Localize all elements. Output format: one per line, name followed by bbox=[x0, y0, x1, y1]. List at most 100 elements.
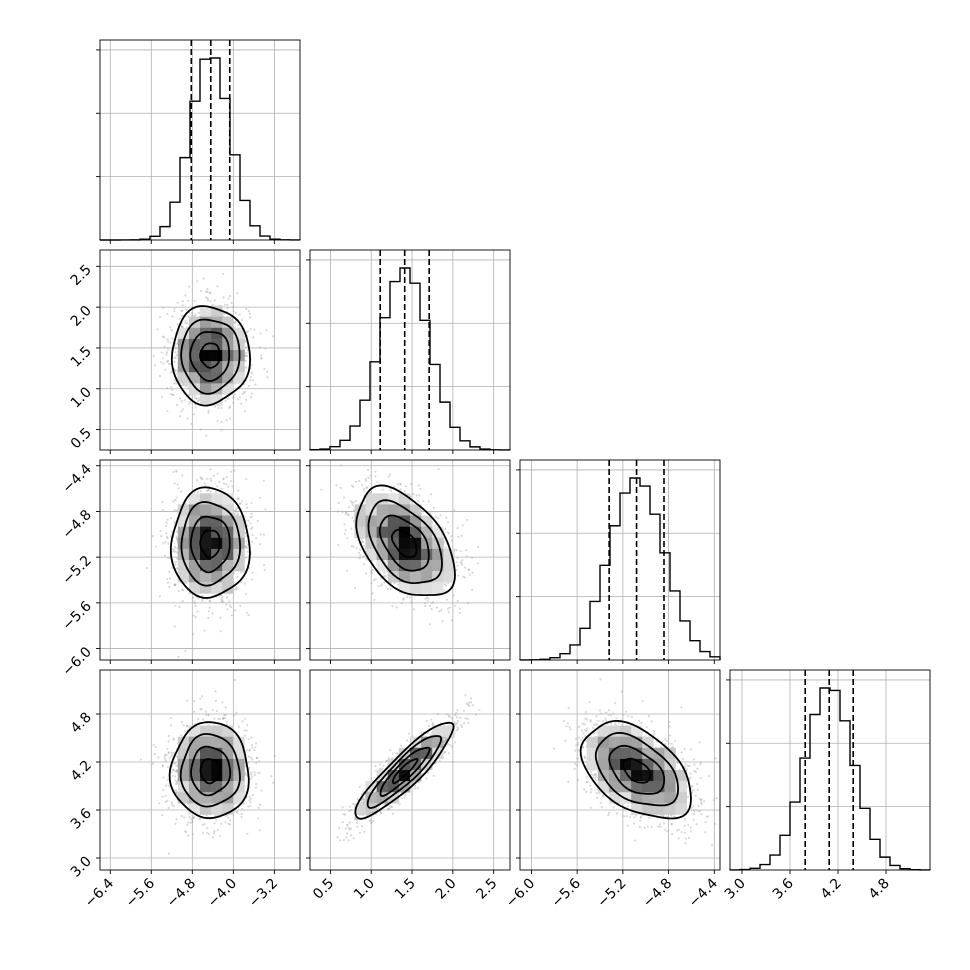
density-cell bbox=[398, 548, 411, 561]
scatter-point bbox=[249, 378, 252, 382]
scatter-point bbox=[209, 300, 212, 303]
scatter-point bbox=[222, 296, 225, 299]
scatter-point bbox=[456, 599, 459, 603]
density-cell bbox=[188, 338, 201, 351]
scatter-point bbox=[361, 540, 364, 543]
scatter-point bbox=[230, 605, 233, 609]
density-cell bbox=[200, 350, 212, 362]
scatter-point bbox=[340, 464, 343, 467]
scatter-point bbox=[241, 392, 244, 396]
scatter-point bbox=[214, 491, 217, 494]
scatter-point bbox=[198, 399, 201, 402]
density-cell bbox=[365, 493, 377, 505]
scatter-point bbox=[397, 583, 400, 586]
scatter-point bbox=[249, 327, 252, 330]
scatter-point bbox=[158, 374, 162, 378]
scatter-point bbox=[457, 574, 460, 577]
scatter-point bbox=[250, 527, 253, 530]
scatter-point bbox=[184, 294, 187, 297]
scatter-point bbox=[339, 486, 342, 489]
scatter-point bbox=[227, 485, 230, 488]
scatter-point bbox=[174, 382, 177, 385]
scatter-point bbox=[387, 475, 390, 478]
scatter-point bbox=[174, 369, 177, 372]
scatter-point bbox=[174, 351, 177, 354]
scatter-point bbox=[160, 395, 164, 399]
density-cell bbox=[222, 383, 234, 395]
scatter-point bbox=[171, 393, 174, 396]
scatter-point bbox=[230, 302, 233, 305]
scatter-point bbox=[175, 536, 178, 539]
scatter-point bbox=[172, 393, 175, 396]
scatter-point bbox=[246, 349, 249, 352]
scatter-point bbox=[176, 483, 179, 486]
scatter-point bbox=[188, 285, 191, 288]
scatter-point bbox=[192, 413, 195, 416]
scatter-point bbox=[247, 614, 250, 617]
scatter-point bbox=[174, 604, 177, 607]
panel-2-0 bbox=[96, 459, 301, 664]
y-tick-label: 4.2 bbox=[68, 758, 95, 785]
scatter-point bbox=[171, 388, 174, 391]
scatter-point bbox=[165, 351, 168, 354]
x-tick-label: 2.0 bbox=[433, 876, 460, 903]
scatter-point bbox=[337, 544, 340, 547]
scatter-point bbox=[161, 357, 165, 360]
scatter-point bbox=[199, 817, 202, 821]
density-cell bbox=[211, 383, 223, 395]
scatter-point bbox=[167, 542, 170, 545]
scatter-point bbox=[220, 429, 223, 432]
scatter-point bbox=[217, 406, 220, 409]
x-tick-label: 1.0 bbox=[351, 876, 378, 903]
scatter-point bbox=[186, 315, 190, 318]
scatter-point bbox=[225, 596, 229, 599]
scatter-point bbox=[240, 581, 243, 584]
scatter-point bbox=[236, 292, 239, 295]
density-cell bbox=[188, 327, 201, 340]
scatter-point bbox=[206, 299, 209, 302]
density-cell bbox=[398, 537, 411, 550]
scatter-point bbox=[236, 575, 239, 579]
scatter-point bbox=[439, 514, 442, 517]
scatter-point bbox=[343, 532, 346, 536]
scatter-point bbox=[218, 481, 221, 484]
scatter-point bbox=[166, 338, 169, 341]
scatter-point bbox=[336, 510, 340, 513]
scatter-point bbox=[239, 604, 242, 608]
scatter-point bbox=[202, 277, 205, 280]
scatter-point bbox=[241, 500, 244, 503]
scatter-point bbox=[353, 587, 356, 590]
scatter-point bbox=[216, 420, 219, 423]
scatter-point bbox=[199, 476, 202, 479]
scatter-point bbox=[197, 397, 200, 400]
scatter-point bbox=[409, 596, 412, 599]
scatter-point bbox=[446, 607, 450, 610]
density-cell bbox=[211, 305, 223, 317]
scatter-point bbox=[190, 314, 193, 317]
scatter-point bbox=[181, 325, 184, 328]
scatter-point bbox=[351, 516, 354, 519]
scatter-point bbox=[234, 609, 237, 612]
scatter-point bbox=[175, 403, 179, 407]
density-cell bbox=[222, 372, 234, 384]
y-tick-label: 4.8 bbox=[68, 710, 95, 737]
scatter-point bbox=[169, 724, 172, 727]
scatter-point bbox=[347, 513, 350, 517]
scatter-point bbox=[194, 406, 197, 409]
scatter-point bbox=[367, 476, 370, 479]
scatter-point bbox=[232, 396, 235, 399]
scatter-point bbox=[211, 709, 214, 712]
scatter-point bbox=[187, 299, 190, 302]
scatter-point bbox=[249, 396, 252, 399]
scatter-point bbox=[162, 362, 165, 365]
density-cell bbox=[222, 316, 234, 329]
contour-2sigma bbox=[189, 331, 231, 382]
scatter-point bbox=[251, 379, 255, 382]
y-tick-label: 0.5 bbox=[68, 425, 95, 452]
contour-1sigma bbox=[199, 342, 221, 369]
scatter-point bbox=[175, 496, 178, 499]
scatter-point bbox=[181, 304, 184, 307]
scatter-point bbox=[188, 402, 191, 405]
scatter-point bbox=[186, 417, 189, 420]
scatter-point bbox=[384, 575, 387, 578]
